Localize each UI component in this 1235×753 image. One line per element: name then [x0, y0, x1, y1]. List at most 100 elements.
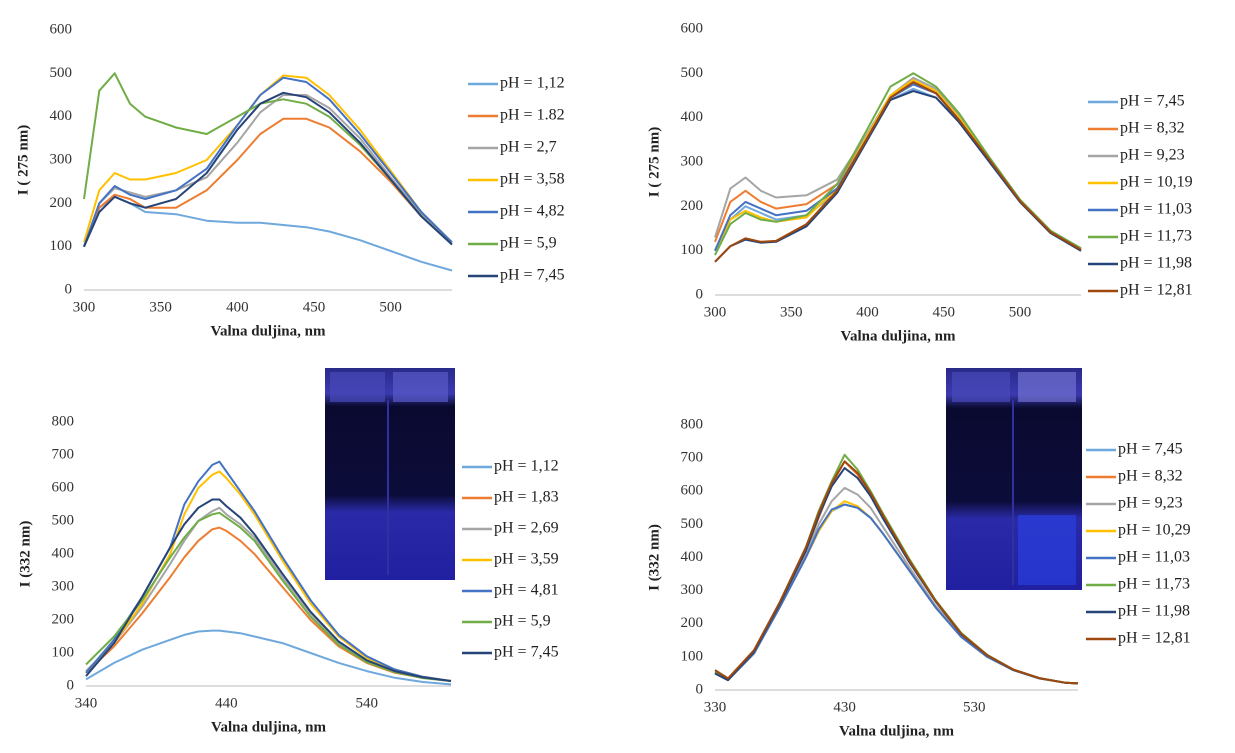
- legend-label: pH = 7,45: [1118, 441, 1183, 458]
- y-axis-title: I (332 nm): [17, 521, 33, 588]
- y-tick-label: 600: [681, 20, 704, 36]
- x-tick-label: 400: [226, 299, 249, 315]
- series-line: [85, 511, 452, 682]
- y-tick-label: 100: [50, 238, 73, 254]
- y-tick-label: 100: [52, 644, 75, 660]
- y-tick-label: 200: [681, 198, 704, 214]
- series-line: [714, 81, 1082, 263]
- legend-label: pH = 1,12: [494, 458, 559, 475]
- legend-label: pH = 4,82: [500, 203, 565, 220]
- y-tick-label: 300: [681, 582, 704, 598]
- x-tick-label: 500: [1009, 304, 1032, 320]
- y-tick-label: 0: [696, 286, 704, 302]
- y-axis-title: I ( 275 nm): [15, 125, 31, 195]
- legend-label: pH = 11,03: [1120, 201, 1192, 218]
- legend-label: pH = 11,73: [1120, 228, 1192, 245]
- series-line: [85, 498, 452, 682]
- x-tick-label: 540: [356, 695, 379, 711]
- y-tick-label: 400: [681, 109, 704, 125]
- y-tick-label: 500: [681, 65, 704, 81]
- legend-label: pH = 2,7: [500, 139, 557, 156]
- x-tick-label: 440: [215, 695, 238, 711]
- x-tick-label: 450: [933, 304, 956, 320]
- series-line: [714, 81, 1082, 250]
- plots: 0 100 200 300 400 500 600 300 350 400 450 500 Valna …: [15, 20, 1192, 739]
- legend-label: pH = 10,29: [1118, 522, 1191, 539]
- legend-label: pH = 11,73: [1118, 576, 1190, 593]
- series-line: [85, 470, 452, 682]
- chart: 0 100 200 300 400 500 600 300 350 400 450 500 Valna …: [15, 21, 564, 339]
- legend-label: pH = 1,83: [494, 489, 559, 506]
- y-axis-title: I ( 275 nm): [646, 127, 662, 197]
- x-tick-label: 350: [780, 304, 803, 320]
- y-tick-label: 600: [681, 483, 704, 499]
- y-tick-label: 700: [52, 446, 75, 462]
- y-tick-label: 0: [696, 681, 704, 697]
- series-line: [714, 83, 1082, 252]
- y-tick-label: 200: [50, 195, 73, 211]
- y-tick-label: 600: [52, 479, 75, 495]
- y-tick-label: 800: [681, 416, 704, 432]
- legend-label: pH = 4,81: [494, 582, 559, 599]
- x-tick-label: 530: [963, 699, 986, 715]
- series-line: [714, 72, 1082, 256]
- x-tick-label: 500: [379, 299, 402, 315]
- legend-label: pH = 1.82: [500, 107, 565, 124]
- chart: 0 100 200 300 400 500 600 300 350 400 450 500 Valna …: [646, 20, 1192, 344]
- y-tick-label: 300: [50, 151, 73, 167]
- legend-label: pH = 11,98: [1120, 255, 1192, 272]
- x-tick-label: 340: [75, 695, 98, 711]
- legend-label: pH = 3,58: [500, 171, 565, 188]
- series-line: [83, 195, 453, 272]
- y-tick-label: 400: [52, 545, 75, 561]
- x-tick-label: 450: [303, 299, 326, 315]
- y-tick-label: 600: [50, 21, 73, 37]
- y-tick-label: 0: [67, 677, 75, 693]
- legend-label: pH = 8,32: [1118, 468, 1183, 485]
- legend-label: pH = 10,19: [1120, 174, 1193, 191]
- y-tick-label: 700: [681, 450, 704, 466]
- y-tick-label: 200: [52, 611, 75, 627]
- y-tick-label: 500: [681, 516, 704, 532]
- legend-label: pH = 12,81: [1118, 630, 1191, 647]
- x-tick-label: 350: [149, 299, 172, 315]
- y-tick-label: 500: [52, 512, 75, 528]
- chart: 0 100 200 300 400 500 600 700 800 330 430 530 Valna …: [646, 416, 1190, 739]
- x-axis-title: Valna duljina, nm: [841, 328, 956, 344]
- x-tick-label: 300: [73, 299, 96, 315]
- legend-label: pH = 7,45: [494, 644, 559, 661]
- x-tick-label: 400: [856, 304, 879, 320]
- x-axis-title: Valna duljina, nm: [211, 323, 326, 339]
- y-tick-label: 500: [50, 65, 73, 81]
- legend-label: pH = 3,59: [494, 551, 559, 568]
- y-tick-label: 100: [681, 648, 704, 664]
- series-line: [85, 629, 452, 686]
- legend-label: pH = 11,98: [1118, 603, 1190, 620]
- series-line: [714, 87, 1082, 252]
- y-tick-label: 100: [681, 242, 704, 258]
- legend-label: pH = 5,9: [494, 613, 551, 630]
- legend-label: pH = 7,45: [500, 267, 565, 284]
- x-tick-label: 430: [833, 699, 856, 715]
- y-tick-label: 400: [681, 549, 704, 565]
- series-line: [83, 91, 453, 248]
- series-line: [83, 117, 453, 248]
- legend-label: pH = 9,23: [1118, 495, 1183, 512]
- y-tick-label: 0: [65, 281, 73, 297]
- series-line: [714, 90, 1082, 263]
- series-line: [714, 76, 1082, 250]
- legend-label: pH = 11,03: [1118, 549, 1190, 566]
- y-tick-label: 200: [681, 615, 704, 631]
- x-tick-label: 330: [704, 699, 727, 715]
- legend-label: pH = 7,45: [1120, 93, 1185, 110]
- x-axis-title: Valna duljina, nm: [839, 723, 954, 739]
- series-line: [714, 79, 1082, 252]
- y-axis-title: I (332 nm): [646, 524, 662, 591]
- legend-label: pH = 8,32: [1120, 120, 1185, 137]
- y-tick-label: 800: [52, 413, 75, 429]
- series-line: [714, 460, 1079, 685]
- legend-label: pH = 12,81: [1120, 282, 1193, 299]
- y-tick-label: 300: [681, 153, 704, 169]
- chart: 0 100 200 300 400 500 600 700 800 340 440 540 Valna …: [17, 413, 558, 735]
